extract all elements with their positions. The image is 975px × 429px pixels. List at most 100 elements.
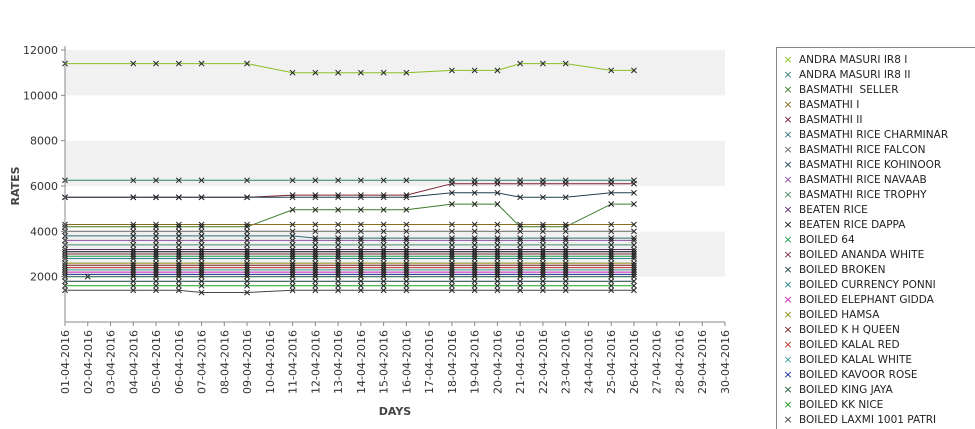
data-point [517, 269, 524, 276]
data-point [494, 221, 501, 228]
data-point [335, 246, 342, 253]
x-tick-label: 16-04-2016 [400, 330, 413, 394]
data-point [448, 273, 455, 280]
data-point [357, 228, 364, 235]
data-point [335, 248, 342, 255]
legend-label: BOILED ELEPHANT GIDDA [799, 293, 934, 306]
data-point [380, 192, 387, 199]
data-point [198, 60, 205, 67]
data-point [380, 235, 387, 242]
x-tick-label: 03-04-2016 [105, 330, 118, 394]
legend-item: × BOILED KAVOOR ROSE [777, 367, 975, 382]
legend-marker-icon: × [783, 158, 793, 171]
data-point [403, 271, 410, 278]
data-point [130, 177, 137, 184]
data-point [471, 248, 478, 255]
x-tick-label: 09-04-2016 [241, 330, 254, 394]
legend-label: BOILED LAXMI 1001 PATRI [799, 413, 937, 426]
data-point [130, 237, 137, 244]
legend-marker-icon: × [783, 173, 793, 186]
data-point [244, 223, 251, 230]
x-tick-label: 07-04-2016 [196, 330, 209, 394]
data-point [244, 266, 251, 273]
data-point [539, 260, 546, 267]
data-point [153, 266, 159, 273]
data-point [357, 264, 364, 271]
x-tick-label: 25-04-2016 [605, 330, 618, 394]
data-point [608, 189, 615, 196]
data-point [517, 246, 524, 253]
data-point [244, 255, 251, 262]
data-point [517, 251, 524, 257]
legend-marker-icon: × [783, 398, 793, 411]
data-point [153, 221, 159, 228]
data-point [562, 221, 569, 228]
data-point [471, 241, 478, 248]
data-point [562, 266, 569, 273]
data-point [494, 266, 501, 273]
data-point [130, 221, 137, 228]
data-point [631, 255, 637, 262]
data-point [175, 278, 182, 285]
data-point [244, 251, 251, 257]
legend-label: BASMATHI RICE NAVAAB [799, 173, 927, 186]
data-point [380, 237, 387, 244]
data-point [312, 253, 319, 260]
legend-label: BEATEN RICE DAPPA [799, 218, 906, 231]
data-point [312, 287, 319, 294]
data-point [517, 287, 524, 294]
data-point [631, 269, 637, 276]
data-point [380, 273, 387, 280]
legend-marker-icon: × [783, 188, 793, 201]
data-point [608, 271, 615, 278]
data-point [312, 206, 319, 213]
data-point [175, 60, 182, 67]
data-point [289, 253, 296, 260]
data-point [130, 287, 137, 294]
data-point [153, 251, 159, 257]
legend-item: × BOILED KING JAYA [777, 382, 975, 397]
data-point [494, 246, 501, 253]
data-point [130, 264, 137, 271]
data-point [289, 264, 296, 271]
data-point [471, 287, 478, 294]
x-tick-label: 20-04-2016 [491, 330, 504, 394]
data-point [471, 269, 478, 276]
legend-label: BOILED ANANDA WHITE [799, 248, 925, 261]
legend-label: BASMATHI I [799, 98, 860, 111]
data-point [631, 248, 637, 255]
legend-item: × BOILED KALAL RED [777, 337, 975, 352]
legend-item: × BASMATHI RICE TROPHY [777, 187, 975, 202]
data-point [312, 69, 319, 76]
x-tick-label: 12-04-2016 [309, 330, 322, 394]
legend-label: BOILED KALAL RED [799, 338, 900, 351]
y-axis-ticks: 2000 4000 6000 8000 10000 12000 [23, 44, 65, 284]
data-point [175, 273, 182, 280]
data-point [562, 246, 569, 253]
data-point [471, 253, 478, 260]
data-point [631, 246, 637, 253]
data-point [631, 221, 637, 228]
data-point [631, 282, 637, 289]
data-point [403, 266, 410, 273]
data-point [403, 246, 410, 253]
data-point [130, 253, 137, 260]
data-point [471, 189, 478, 196]
data-point [153, 228, 159, 235]
data-point [380, 228, 387, 235]
data-point [608, 253, 615, 260]
data-point [198, 248, 205, 255]
legend-label: BEATEN RICE [799, 203, 868, 216]
data-point [380, 264, 387, 271]
data-point [130, 251, 137, 257]
data-point [198, 269, 205, 276]
x-tick-label: 24-04-2016 [582, 330, 595, 394]
data-point [517, 273, 524, 280]
data-point [244, 194, 251, 201]
data-point [471, 262, 478, 269]
legend-item: × BOILED ANANDA WHITE [777, 247, 975, 262]
data-point [289, 228, 296, 235]
data-point [312, 228, 319, 235]
data-point [335, 237, 342, 244]
